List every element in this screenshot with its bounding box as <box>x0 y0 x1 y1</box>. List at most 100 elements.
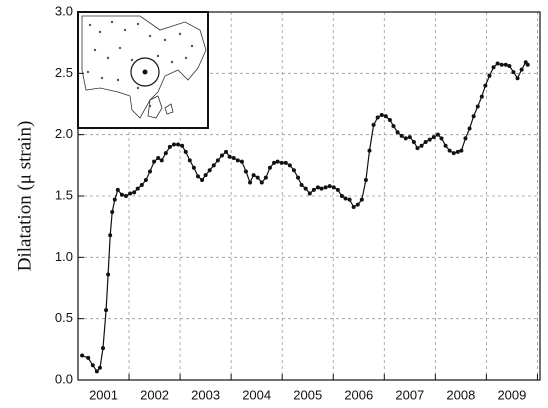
data-point <box>419 143 424 148</box>
data-point <box>200 178 205 183</box>
data-point <box>187 158 192 163</box>
data-point <box>403 136 408 141</box>
data-point <box>227 154 232 159</box>
data-point <box>119 192 124 197</box>
data-point <box>296 175 301 180</box>
data-point <box>435 132 440 137</box>
x-tick-label: 2009 <box>497 387 526 402</box>
data-point <box>272 160 277 165</box>
data-point <box>159 158 164 163</box>
data-point <box>135 186 140 191</box>
data-point <box>479 94 484 99</box>
data-point <box>283 160 288 165</box>
data-point <box>147 169 152 174</box>
y-tick-label: 3.0 <box>55 3 73 18</box>
data-point <box>86 355 91 360</box>
data-point <box>171 142 176 147</box>
data-point <box>94 369 99 374</box>
data-point <box>259 180 264 185</box>
y-tick-label: 0.0 <box>55 371 73 386</box>
data-point <box>411 140 416 145</box>
data-point <box>363 178 368 183</box>
data-point <box>80 353 85 358</box>
data-point <box>287 163 292 168</box>
data-point <box>343 196 348 201</box>
x-tick-label: 2006 <box>344 387 373 402</box>
data-point <box>335 187 340 192</box>
data-point <box>279 160 284 165</box>
data-point <box>251 173 256 178</box>
data-point <box>195 174 200 179</box>
data-point <box>511 70 516 75</box>
data-point <box>415 146 420 151</box>
data-point <box>139 182 144 187</box>
data-point <box>291 168 296 173</box>
data-point <box>331 185 336 190</box>
y-tick-label: 2.5 <box>55 65 73 80</box>
data-point <box>123 194 128 198</box>
data-point <box>176 142 181 147</box>
data-point <box>351 205 356 210</box>
data-point <box>224 149 229 154</box>
data-point <box>156 155 161 160</box>
data-point <box>167 144 172 149</box>
data-point <box>375 115 380 120</box>
data-point <box>110 209 115 214</box>
data-point <box>203 173 208 178</box>
data-point <box>427 137 432 142</box>
data-point <box>463 136 468 141</box>
y-tick-label: 1.0 <box>55 249 73 264</box>
data-point <box>191 165 196 170</box>
data-point <box>231 155 236 160</box>
data-point <box>515 76 520 81</box>
data-point <box>115 187 120 192</box>
x-tick-label: 2002 <box>140 387 169 402</box>
data-point <box>423 140 428 145</box>
data-point <box>519 67 524 72</box>
data-point <box>267 165 272 170</box>
data-point <box>491 65 496 70</box>
data-point <box>180 143 185 148</box>
data-point <box>243 169 248 174</box>
data-point <box>359 197 364 202</box>
y-tick-label: 0.5 <box>55 310 73 325</box>
data-point <box>443 143 448 148</box>
data-point <box>128 191 133 196</box>
data-point <box>143 178 148 183</box>
data-point <box>495 61 500 66</box>
data-point <box>207 168 212 173</box>
x-tick-label: 2008 <box>446 387 475 402</box>
y-axis-label: Dilatation (μ strain) <box>14 121 35 272</box>
data-point <box>355 202 360 207</box>
data-point <box>239 159 244 164</box>
data-point <box>307 191 312 196</box>
x-tick-label: 2005 <box>293 387 322 402</box>
data-point <box>323 185 328 190</box>
data-point <box>499 62 504 67</box>
data-point <box>311 187 316 192</box>
data-point <box>483 83 488 88</box>
data-point <box>106 272 111 277</box>
data-point <box>439 136 444 141</box>
data-point <box>97 365 102 370</box>
data-point <box>108 233 113 238</box>
data-point <box>104 308 109 313</box>
data-point <box>347 197 352 202</box>
data-point <box>407 135 412 140</box>
data-point <box>275 159 280 164</box>
data-point <box>315 185 320 190</box>
y-tick-label: 2.0 <box>55 126 73 141</box>
data-point <box>391 124 396 129</box>
data-point <box>303 186 308 191</box>
data-point <box>163 151 168 156</box>
data-point <box>383 114 388 119</box>
data-point <box>132 190 137 195</box>
data-point <box>367 148 372 153</box>
data-point <box>451 151 456 156</box>
data-point <box>395 130 400 135</box>
x-tick-label: 2001 <box>89 387 118 402</box>
data-point <box>112 197 117 202</box>
data-point <box>215 158 220 163</box>
data-point <box>447 148 452 153</box>
